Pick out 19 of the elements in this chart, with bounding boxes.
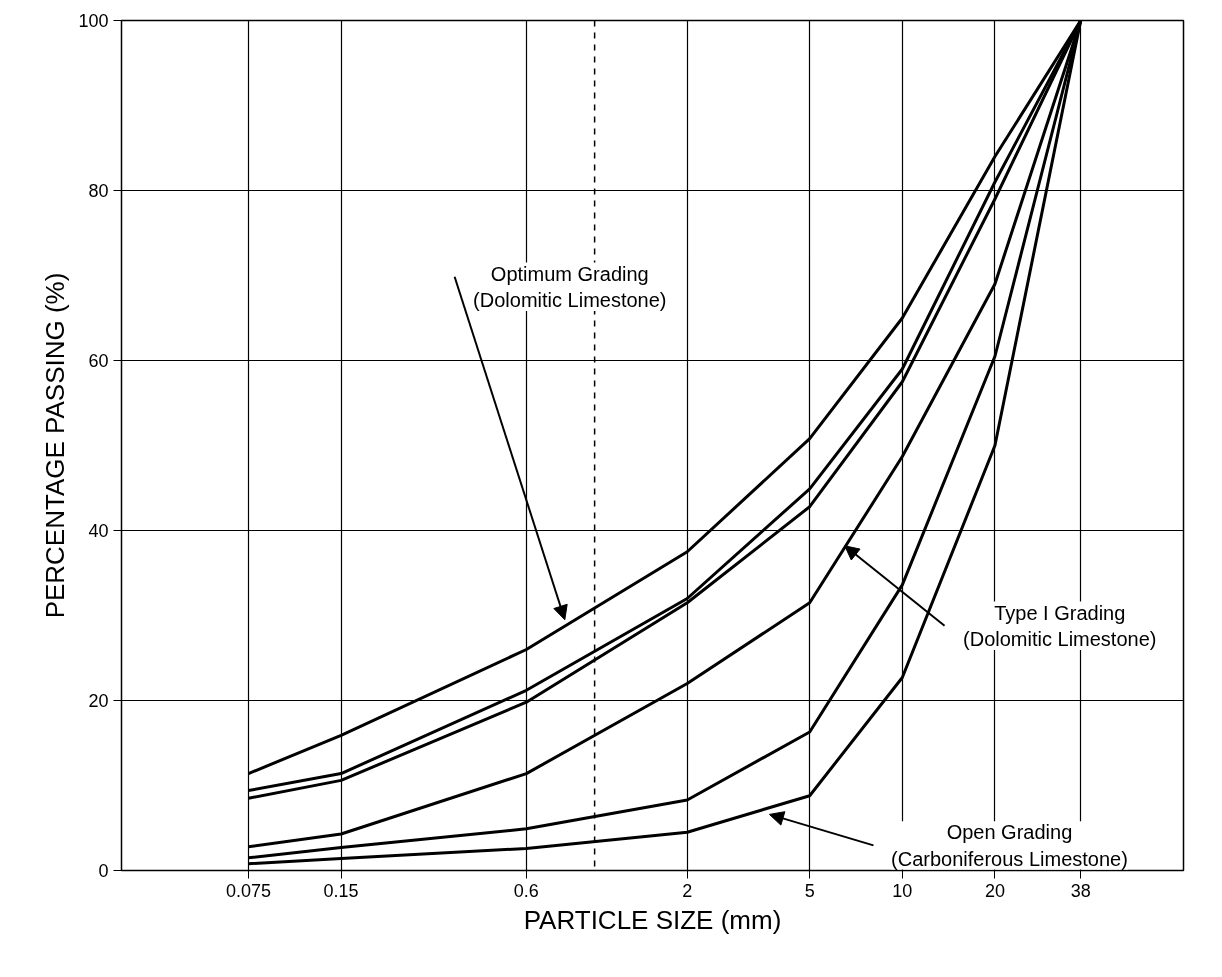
y-tick-label: 100 <box>78 11 109 31</box>
x-tick-label: 2 <box>682 880 693 901</box>
x-axis-title: PARTICLE SIZE (mm) <box>523 904 782 935</box>
x-tick-label: 38 <box>1070 880 1091 901</box>
y-tick-label: 60 <box>88 351 109 371</box>
x-tick-label: 10 <box>892 880 913 901</box>
y-tick-label: 40 <box>88 521 109 541</box>
x-tick-label: 0.075 <box>225 880 271 901</box>
x-tick-label: 0.15 <box>323 880 359 901</box>
y-axis-title: PERCENTAGE PASSING (%) <box>40 272 71 619</box>
annotation: Optimum Grading (Dolomitic Limestone) <box>473 262 667 311</box>
x-tick-label: 20 <box>984 880 1005 901</box>
y-tick-label: 80 <box>88 181 109 201</box>
annotation: Type I Grading (Dolomitic Limestone) <box>963 601 1157 650</box>
x-tick-label: 0.6 <box>513 880 539 901</box>
x-tick-label: 5 <box>804 880 815 901</box>
annotation: Open Grading (Carboniferous Limestone) <box>891 821 1128 870</box>
y-tick-label: 0 <box>98 861 109 881</box>
y-tick-label: 20 <box>88 691 109 711</box>
